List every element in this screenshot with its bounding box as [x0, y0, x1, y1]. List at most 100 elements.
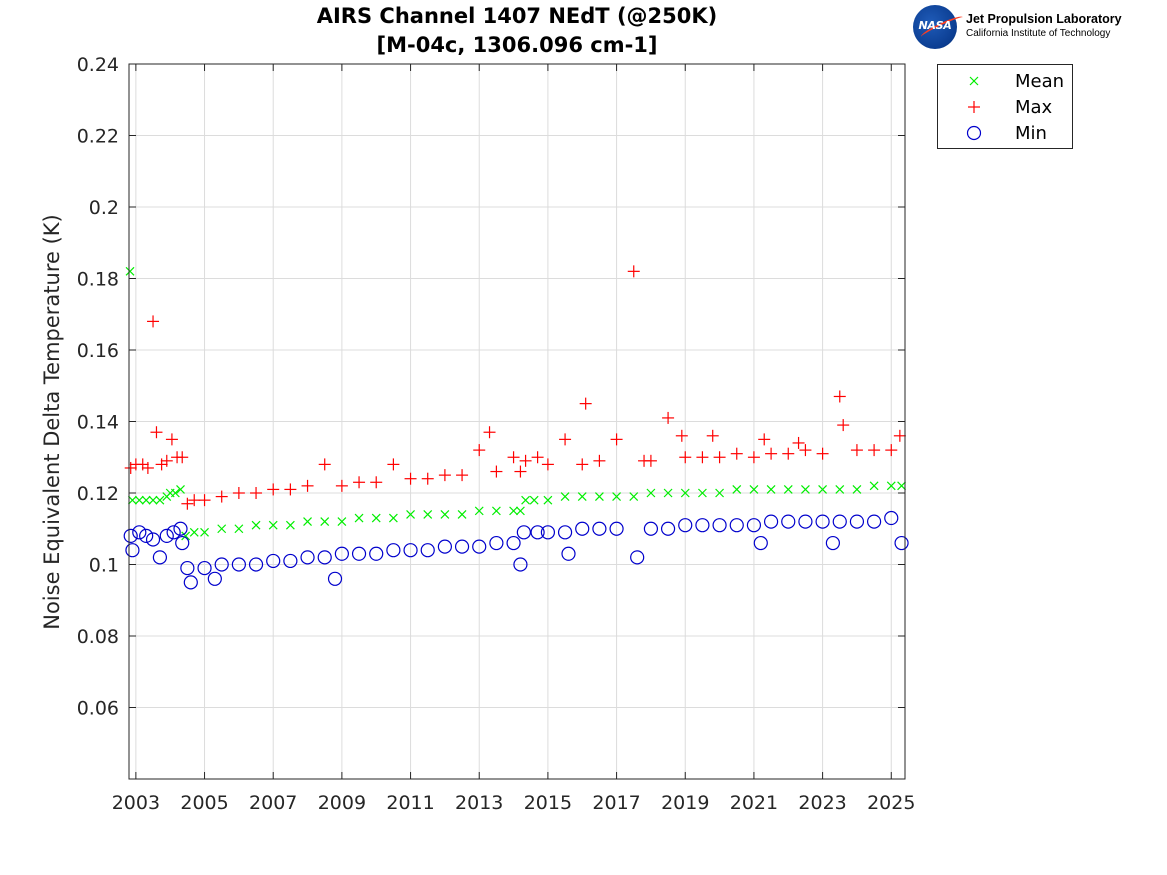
point-max	[301, 479, 314, 492]
point-mean	[543, 495, 553, 505]
point-min	[763, 514, 779, 529]
point-mean	[303, 517, 312, 527]
point-min	[175, 535, 190, 551]
point-mean	[234, 524, 244, 534]
axis-ticks: 0.06 0.08 0.1 0.12 0.14 0.16 0.18 0.2 0.22 0.24 20…	[77, 54, 916, 814]
point-min	[643, 521, 659, 536]
point-min	[530, 525, 545, 540]
point-min	[506, 535, 521, 551]
point-mean	[474, 506, 484, 516]
point-min	[334, 546, 349, 561]
point-mean	[897, 481, 906, 491]
point-mean	[766, 485, 776, 494]
legend-label-min: Min	[1015, 123, 1047, 144]
point-max	[250, 487, 263, 499]
point-min	[403, 543, 418, 558]
point-mean	[251, 520, 261, 530]
x-tick-label: 2025	[867, 792, 915, 814]
point-max	[713, 451, 726, 464]
point-max	[387, 458, 400, 471]
y-tick-label: 0.16	[77, 340, 119, 362]
point-min	[173, 521, 188, 536]
point-mean	[176, 485, 185, 494]
point-max	[165, 433, 178, 446]
point-min	[832, 514, 847, 529]
point-mean	[783, 485, 793, 494]
point-max	[473, 444, 486, 457]
point-max	[541, 458, 554, 471]
point-mean	[440, 510, 450, 519]
point-min	[815, 514, 830, 529]
point-min	[781, 514, 796, 529]
point-min	[489, 535, 504, 551]
point-mean	[170, 488, 180, 498]
point-max	[833, 390, 846, 403]
y-tick-label: 0.06	[77, 698, 119, 720]
point-max	[576, 458, 589, 471]
x-tick-label: 2021	[730, 792, 778, 814]
point-min	[145, 532, 161, 547]
point-max	[370, 476, 383, 489]
point-max	[456, 469, 469, 482]
legend-marker-mean	[969, 76, 979, 86]
series-max	[124, 265, 906, 510]
point-min	[420, 543, 435, 558]
point-min	[798, 514, 813, 529]
point-max	[514, 465, 527, 478]
point-max	[438, 469, 451, 482]
point-min	[609, 521, 624, 536]
legend-label-max: Max	[1015, 97, 1053, 118]
legend-label-mean: Mean	[1015, 71, 1065, 92]
x-tick-label: 2019	[661, 792, 709, 814]
point-min	[660, 521, 676, 536]
point-max	[421, 472, 434, 485]
point-max	[696, 451, 709, 464]
point-min	[561, 546, 576, 561]
point-max	[758, 433, 771, 446]
point-mean	[134, 495, 144, 505]
y-axis-label: Noise Equivalent Delta Temperature (K)	[40, 214, 64, 630]
point-max	[150, 426, 163, 439]
legend-item-max: Max	[938, 95, 1074, 121]
point-mean	[869, 481, 879, 491]
point-min	[266, 553, 281, 569]
point-mean	[516, 506, 525, 516]
point-min	[746, 518, 762, 533]
point-min	[592, 521, 607, 536]
point-mean	[801, 485, 810, 494]
point-mean	[749, 485, 759, 494]
point-min	[753, 535, 768, 551]
point-max	[747, 451, 760, 464]
point-max	[198, 494, 211, 507]
point-max	[490, 465, 503, 478]
point-mean	[457, 510, 467, 519]
point-mean	[818, 485, 828, 494]
logo-line-2: California Institute of Technology	[966, 28, 1111, 39]
point-min	[132, 525, 147, 540]
point-mean	[680, 488, 690, 498]
point-min	[437, 539, 452, 554]
point-max	[507, 451, 520, 464]
point-mean	[594, 492, 604, 501]
point-max	[765, 447, 778, 460]
point-mean	[189, 527, 199, 537]
point-min	[125, 543, 140, 558]
point-mean	[200, 527, 209, 537]
point-min	[159, 528, 174, 544]
point-min	[183, 575, 198, 590]
point-mean	[268, 520, 278, 530]
point-mean	[491, 506, 501, 516]
point-mean	[148, 495, 158, 505]
point-max	[232, 487, 245, 499]
x-tick-label: 2013	[455, 792, 503, 814]
nasa-seal-icon: NASA	[913, 5, 965, 49]
legend-item-min: Min	[938, 121, 1074, 147]
point-max	[335, 479, 348, 492]
point-min	[231, 557, 246, 572]
point-mean	[155, 495, 165, 505]
point-min	[248, 557, 264, 572]
point-min	[712, 518, 727, 533]
point-mean	[732, 485, 742, 494]
point-mean	[612, 492, 621, 501]
point-max	[188, 494, 201, 507]
